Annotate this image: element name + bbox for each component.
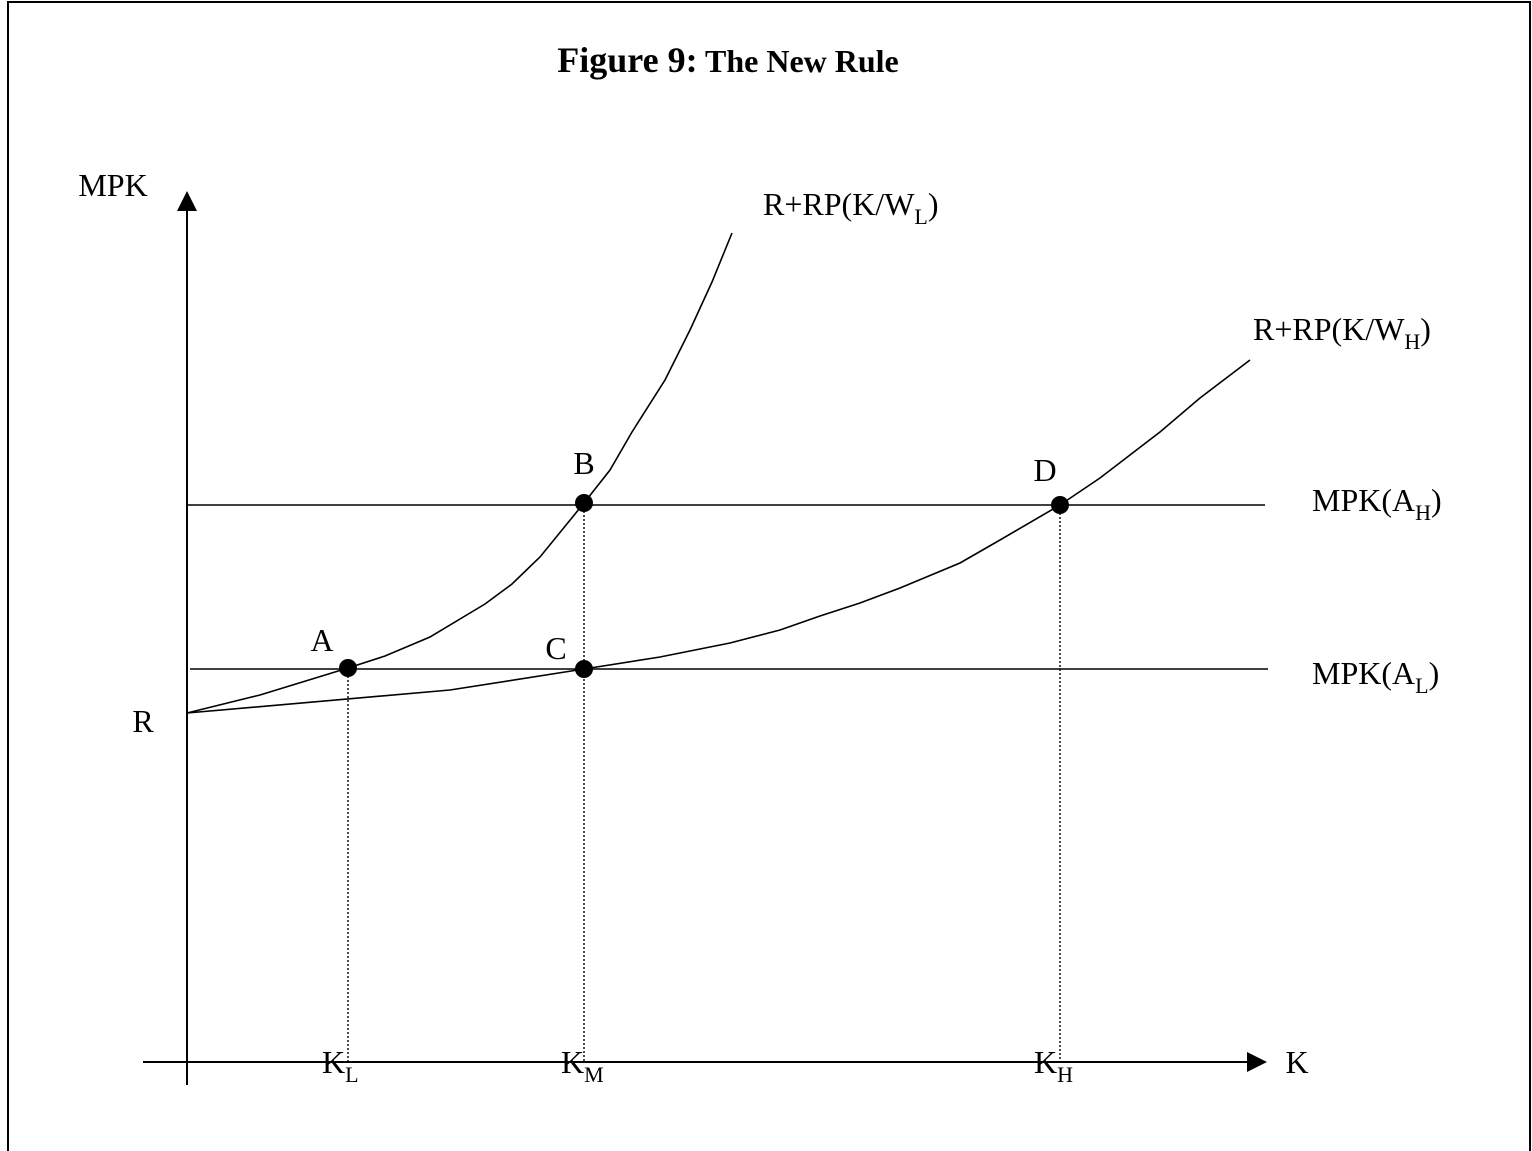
title-text: The New Rule [705,43,899,79]
x-tick-label: KH [1034,1044,1073,1087]
title: Figure 9: The New Rule [557,40,899,80]
label-tail: ) [1420,311,1431,347]
tick-base: K [322,1044,345,1080]
label-base: R+RP(K/W [763,186,915,222]
point-dot [575,660,593,678]
tick-sub: H [1057,1062,1073,1087]
line-label: MPK(AH) [1312,482,1442,525]
label-sub: H [1415,500,1431,525]
label-tail: ) [1429,655,1440,691]
point-label: C [545,630,566,666]
tick-sub: M [584,1062,604,1087]
frame [7,1,1531,1151]
x-tick-label: KM [561,1044,604,1087]
point-label: B [573,445,594,481]
curve-label: R+RP(K/WH) [1253,311,1431,354]
label-tail: ) [1431,482,1442,518]
point-dot [575,494,593,512]
label-base: R+RP(K/W [1253,311,1405,347]
risk-curve-high [186,359,1251,714]
tick-sub: L [345,1062,358,1087]
title-number: Figure 9: [557,40,697,80]
tick-base: K [561,1044,584,1080]
point-label: A [310,622,333,658]
y-axis-label: MPK [78,167,147,203]
risk-curve-low [186,232,733,714]
label-sub: L [1415,673,1428,698]
curve-label: R+RP(K/WL) [763,186,939,229]
label-tail: ) [928,186,939,222]
line-label: MPK(AL) [1312,655,1439,698]
origin-label: R [132,703,154,739]
tick-base: K [1034,1044,1057,1080]
point-dot [339,659,357,677]
x-tick-label: KL [322,1044,359,1087]
x-axis-label: K [1285,1044,1308,1080]
label-base: MPK(A [1312,655,1415,691]
label-sub: L [914,204,927,229]
point-label: D [1033,452,1056,488]
label-base: MPK(A [1312,482,1415,518]
label-sub: H [1404,329,1420,354]
point-dot [1051,496,1069,514]
